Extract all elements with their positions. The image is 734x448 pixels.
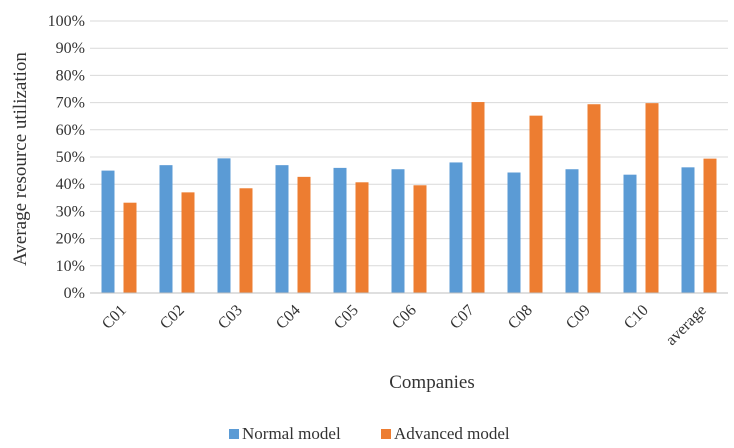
y-tick-label: 0% [64, 285, 85, 302]
x-axis-title: Companies [389, 372, 475, 393]
legend-label-normal: Normal model [242, 424, 341, 443]
y-axis-ticks: 0% 10% 20% 30% 40% 50% 60% 70% 80% 90% 100% [48, 13, 85, 302]
bar-advanced-C06 [413, 185, 427, 293]
y-tick-label: 10% [56, 258, 85, 275]
gridlines [90, 20, 728, 267]
x-tick-label: C05 [331, 302, 362, 333]
legend-swatch-normal [229, 429, 239, 439]
legend: Normal model Advanced model [229, 424, 510, 443]
bar-advanced-C09 [587, 104, 601, 294]
x-tick-label: C02 [157, 302, 188, 333]
x-tick-label: C06 [389, 302, 420, 333]
y-tick-label: 100% [48, 13, 85, 30]
bar-advanced-C07 [471, 102, 485, 293]
x-tick-label: C03 [215, 302, 246, 333]
x-axis-ticks: C01 C02 C03 C04 C05 C06 C07 C08 C09 C10 average [99, 302, 710, 349]
x-tick-label: C10 [621, 302, 652, 333]
legend-label-advanced: Advanced model [394, 424, 510, 443]
bar-advanced-C05 [355, 182, 369, 293]
x-tick-label: average [663, 302, 710, 349]
bar-normal-C09 [565, 169, 579, 293]
y-tick-label: 50% [56, 149, 85, 166]
bar-advanced-C02 [181, 192, 195, 293]
bar-normal-average [681, 167, 695, 293]
bar-normal-C06 [391, 169, 405, 293]
x-tick-label: C07 [447, 302, 478, 333]
bar-advanced-C03 [239, 188, 253, 293]
y-axis-title: Average resource utilization [10, 52, 31, 266]
x-tick-label: C01 [99, 302, 130, 333]
bar-normal-C10 [623, 174, 637, 293]
x-tick-label: C09 [563, 302, 594, 333]
bar-normal-C03 [217, 158, 231, 293]
bar-advanced-C04 [297, 176, 311, 293]
y-tick-label: 60% [56, 122, 85, 139]
bar-normal-C04 [275, 165, 289, 293]
y-tick-label: 40% [56, 176, 85, 193]
y-tick-label: 80% [56, 67, 85, 84]
bar-advanced-average [703, 158, 717, 293]
x-tick-label: C08 [505, 302, 536, 333]
bar-normal-C05 [333, 167, 347, 293]
x-tick-label: C04 [273, 302, 304, 333]
bar-advanced-C08 [529, 115, 543, 293]
y-tick-label: 90% [56, 40, 85, 57]
y-tick-label: 20% [56, 231, 85, 248]
y-tick-label: 70% [56, 95, 85, 112]
y-tick-label: 30% [56, 203, 85, 220]
bar-normal-C01 [101, 170, 115, 293]
legend-swatch-advanced [381, 429, 391, 439]
bars [101, 102, 717, 294]
bar-normal-C02 [159, 165, 173, 293]
bar-normal-C08 [507, 172, 521, 293]
bar-advanced-C01 [123, 202, 137, 293]
bar-normal-C07 [449, 162, 463, 293]
bar-advanced-C10 [645, 103, 659, 293]
